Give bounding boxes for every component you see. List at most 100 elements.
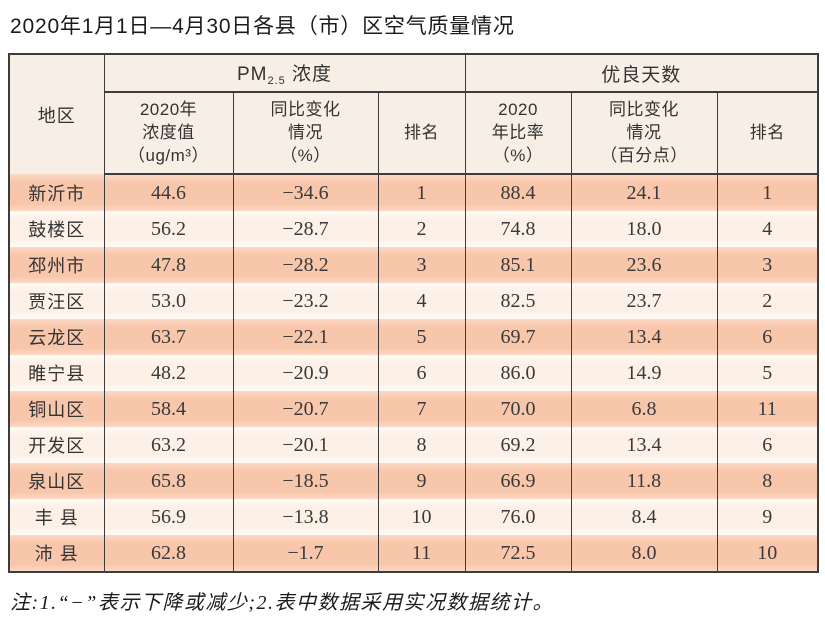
good-rate-cell: 82.5 — [464, 283, 572, 320]
good-rate-cell: 69.7 — [464, 319, 572, 356]
good-rank-cell: 11 — [716, 391, 819, 428]
pm-rank-cell: 9 — [377, 463, 466, 500]
good-rank-cell: 5 — [716, 355, 819, 392]
pm-change-cell: −20.1 — [232, 427, 379, 464]
table-row: 睢宁县 48.2 −20.9 6 86.0 14.9 5 — [8, 355, 819, 392]
pm-rank-cell: 5 — [377, 319, 466, 356]
pm-change-cell: −20.7 — [232, 391, 379, 428]
table-row: 贾汪区 53.0 −23.2 4 82.5 23.7 2 — [8, 283, 819, 320]
good-rank-cell: 4 — [716, 211, 819, 248]
pm-value-cell: 44.6 — [103, 174, 234, 212]
pm-value-cell: 56.2 — [103, 211, 234, 248]
good-change-cell: 18.0 — [570, 211, 718, 248]
good-rank-cell: 10 — [716, 535, 819, 573]
good-change-cell: 6.8 — [570, 391, 718, 428]
pm-label-suffix: 浓度 — [285, 64, 333, 86]
col-header-good-rate: 2020 年比率 （%） — [464, 92, 572, 176]
good-rate-cell: 74.8 — [464, 211, 572, 248]
pm-value-cell: 63.7 — [103, 319, 234, 356]
col-header-region: 地区 — [8, 54, 105, 175]
col-header-pm-value: 2020年 浓度值 （ug/m³） — [103, 92, 234, 176]
col-header-good-rank: 排名 — [716, 92, 819, 176]
good-rate-cell: 85.1 — [464, 247, 572, 284]
footnote: 注:1.“−”表示下降或减少;2.表中数据采用实况数据统计。 — [10, 592, 555, 615]
table-row: 沛 县 62.8 −1.7 11 72.5 8.0 10 — [8, 535, 819, 573]
pm-value-cell: 65.8 — [103, 463, 234, 500]
pm-rank-cell: 10 — [377, 499, 466, 536]
pm-change-cell: −28.2 — [232, 247, 379, 284]
pm-value-cell: 58.4 — [103, 391, 234, 428]
pm-value-cell: 63.2 — [103, 427, 234, 464]
pm-rank-cell: 1 — [377, 174, 466, 212]
pm-change-cell: −18.5 — [232, 463, 379, 500]
table-body: 新沂市 44.6 −34.6 1 88.4 24.1 1 鼓楼区 56.2 −2… — [8, 174, 819, 573]
region-cell: 开发区 — [8, 427, 105, 464]
page-title: 2020年1月1日—4月30日各县（市）区空气质量情况 — [10, 15, 515, 38]
good-change-cell: 13.4 — [570, 427, 718, 464]
air-quality-table: 地区 PM2.5 浓度 优良天数 2020年 浓度值 （ug/m³） 同比变化 … — [8, 53, 820, 574]
good-change-cell: 8.4 — [570, 499, 718, 536]
good-rate-cell: 86.0 — [464, 355, 572, 392]
good-change-cell: 8.0 — [570, 535, 718, 573]
region-cell: 铜山区 — [8, 391, 105, 428]
region-cell: 新沂市 — [8, 174, 105, 212]
region-cell: 贾汪区 — [8, 283, 105, 320]
good-rate-cell: 69.2 — [464, 427, 572, 464]
region-cell: 沛 县 — [8, 535, 105, 573]
pm-label-subscript: 2.5 — [267, 75, 286, 88]
pm-rank-cell: 4 — [377, 283, 466, 320]
group-header-row: 地区 PM2.5 浓度 优良天数 — [8, 54, 819, 175]
pm-change-cell: −13.8 — [232, 499, 379, 536]
good-rank-cell: 6 — [716, 427, 819, 464]
table-row: 云龙区 63.7 −22.1 5 69.7 13.4 6 — [8, 319, 819, 356]
table-header: 地区 PM2.5 浓度 优良天数 2020年 浓度值 （ug/m³） 同比变化 … — [8, 54, 819, 176]
region-cell: 鼓楼区 — [8, 211, 105, 248]
good-change-cell: 11.8 — [570, 463, 718, 500]
good-change-cell: 14.9 — [570, 355, 718, 392]
good-rank-cell: 2 — [716, 283, 819, 320]
table-row: 铜山区 58.4 −20.7 7 70.0 6.8 11 — [8, 391, 819, 428]
pm-label-prefix: PM — [236, 64, 268, 86]
col-header-pm-change: 同比变化 情况 （%） — [232, 92, 379, 176]
good-rank-cell: 6 — [716, 319, 819, 356]
good-change-cell: 23.6 — [570, 247, 718, 284]
pm-value-cell: 47.8 — [103, 247, 234, 284]
pm-change-cell: −23.2 — [232, 283, 379, 320]
good-rank-cell: 1 — [716, 174, 819, 212]
good-rate-cell: 66.9 — [464, 463, 572, 500]
good-change-cell: 13.4 — [570, 319, 718, 356]
group-header-pm25: PM2.5 浓度 — [103, 54, 466, 94]
pm-value-cell: 62.8 — [103, 535, 234, 573]
table-row: 新沂市 44.6 −34.6 1 88.4 24.1 1 — [8, 174, 819, 212]
pm-value-cell: 53.0 — [103, 283, 234, 320]
pm-rank-cell: 8 — [377, 427, 466, 464]
region-cell: 泉山区 — [8, 463, 105, 500]
table-row: 邳州市 47.8 −28.2 3 85.1 23.6 3 — [8, 247, 819, 284]
pm-change-cell: −34.6 — [232, 174, 379, 212]
pm-value-cell: 56.9 — [103, 499, 234, 536]
table-row: 鼓楼区 56.2 −28.7 2 74.8 18.0 4 — [8, 211, 819, 248]
good-change-cell: 23.7 — [570, 283, 718, 320]
good-rate-cell: 70.0 — [464, 391, 572, 428]
pm-value-cell: 48.2 — [103, 355, 234, 392]
region-cell: 云龙区 — [8, 319, 105, 356]
region-cell: 邳州市 — [8, 247, 105, 284]
good-rank-cell: 3 — [716, 247, 819, 284]
pm-rank-cell: 3 — [377, 247, 466, 284]
pm-change-cell: −22.1 — [232, 319, 379, 356]
pm-rank-cell: 2 — [377, 211, 466, 248]
good-change-cell: 24.1 — [570, 174, 718, 212]
good-rate-cell: 76.0 — [464, 499, 572, 536]
region-cell: 睢宁县 — [8, 355, 105, 392]
pm-change-cell: −1.7 — [232, 535, 379, 573]
good-rate-cell: 72.5 — [464, 535, 572, 573]
good-rank-cell: 9 — [716, 499, 819, 536]
pm-change-cell: −20.9 — [232, 355, 379, 392]
table-row: 泉山区 65.8 −18.5 9 66.9 11.8 8 — [8, 463, 819, 500]
col-header-pm-rank: 排名 — [377, 92, 466, 176]
good-rank-cell: 8 — [716, 463, 819, 500]
table-row: 丰 县 56.9 −13.8 10 76.0 8.4 9 — [8, 499, 819, 536]
pm-rank-cell: 6 — [377, 355, 466, 392]
col-header-good-change: 同比变化 情况 （百分点） — [570, 92, 718, 176]
